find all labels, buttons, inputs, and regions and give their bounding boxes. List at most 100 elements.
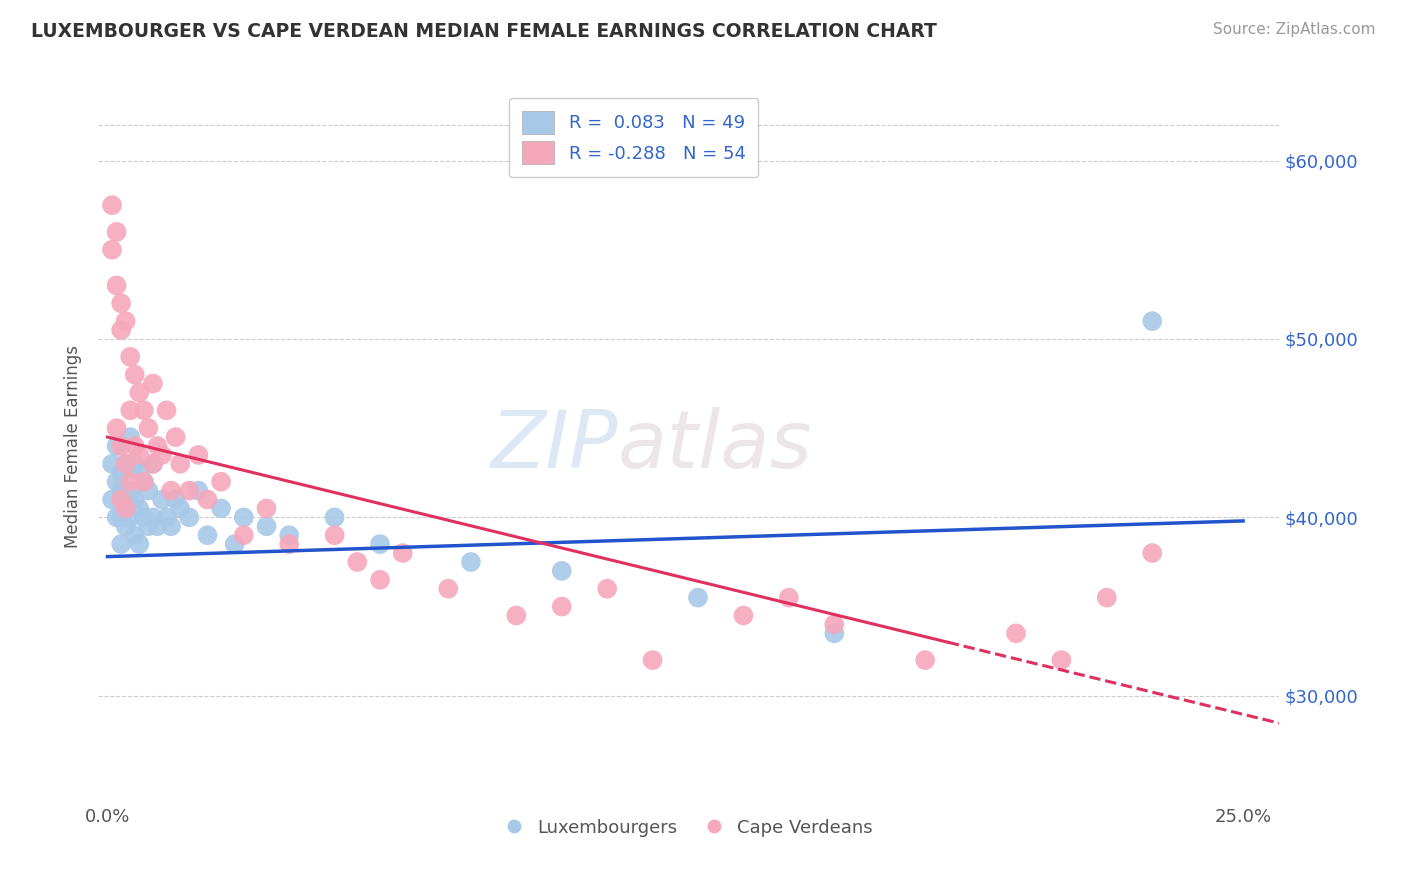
Y-axis label: Median Female Earnings: Median Female Earnings <box>65 344 83 548</box>
Point <box>110 323 132 337</box>
Point <box>1095 591 1118 605</box>
Text: ZIP: ZIP <box>491 407 619 485</box>
Point <box>823 617 845 632</box>
Point <box>437 582 460 596</box>
Point <box>128 501 150 516</box>
Point <box>128 385 150 400</box>
Point <box>124 528 146 542</box>
Point <box>256 519 278 533</box>
Point <box>138 421 160 435</box>
Point <box>128 466 150 480</box>
Point <box>110 466 132 480</box>
Point <box>120 403 142 417</box>
Point <box>232 510 254 524</box>
Point <box>120 475 142 489</box>
Point <box>197 492 219 507</box>
Point <box>150 448 173 462</box>
Point <box>278 528 301 542</box>
Point <box>346 555 368 569</box>
Point <box>1142 314 1164 328</box>
Point <box>101 243 124 257</box>
Point <box>169 457 191 471</box>
Point <box>641 653 664 667</box>
Point <box>224 537 246 551</box>
Point <box>114 457 136 471</box>
Point <box>209 475 232 489</box>
Point <box>105 278 128 293</box>
Point <box>105 510 128 524</box>
Point <box>155 510 177 524</box>
Point <box>132 475 155 489</box>
Point <box>232 528 254 542</box>
Point <box>778 591 800 605</box>
Point <box>179 510 201 524</box>
Text: LUXEMBOURGER VS CAPE VERDEAN MEDIAN FEMALE EARNINGS CORRELATION CHART: LUXEMBOURGER VS CAPE VERDEAN MEDIAN FEMA… <box>31 22 936 41</box>
Point <box>110 510 132 524</box>
Point <box>120 457 142 471</box>
Point <box>128 448 150 462</box>
Point <box>142 510 165 524</box>
Point <box>179 483 201 498</box>
Point <box>124 457 146 471</box>
Point <box>138 519 160 533</box>
Point <box>120 430 142 444</box>
Point <box>132 403 155 417</box>
Point <box>120 510 142 524</box>
Point <box>105 421 128 435</box>
Point <box>124 368 146 382</box>
Point <box>596 582 619 596</box>
Point <box>142 376 165 391</box>
Point <box>323 510 346 524</box>
Text: atlas: atlas <box>619 407 813 485</box>
Point <box>278 537 301 551</box>
Point <box>110 492 132 507</box>
Point <box>132 510 155 524</box>
Point <box>686 591 709 605</box>
Point <box>323 528 346 542</box>
Point <box>391 546 413 560</box>
Point <box>1050 653 1073 667</box>
Point <box>120 350 142 364</box>
Point <box>128 537 150 551</box>
Point <box>823 626 845 640</box>
Point <box>114 457 136 471</box>
Point <box>101 198 124 212</box>
Legend: Luxembourgers, Cape Verdeans: Luxembourgers, Cape Verdeans <box>498 812 880 844</box>
Point <box>160 519 183 533</box>
Point <box>551 599 574 614</box>
Point <box>114 519 136 533</box>
Point <box>505 608 527 623</box>
Point <box>187 448 209 462</box>
Point <box>209 501 232 516</box>
Point <box>150 492 173 507</box>
Point <box>110 296 132 310</box>
Point <box>114 314 136 328</box>
Point <box>101 492 124 507</box>
Point <box>256 501 278 516</box>
Point <box>114 492 136 507</box>
Point <box>120 483 142 498</box>
Point <box>142 457 165 471</box>
Point <box>138 483 160 498</box>
Point <box>187 483 209 498</box>
Point <box>155 403 177 417</box>
Point <box>105 225 128 239</box>
Point <box>110 483 132 498</box>
Point <box>165 492 187 507</box>
Point <box>733 608 755 623</box>
Point <box>146 519 169 533</box>
Point <box>160 483 183 498</box>
Point <box>169 501 191 516</box>
Point <box>368 573 391 587</box>
Point <box>460 555 482 569</box>
Point <box>132 475 155 489</box>
Point <box>105 475 128 489</box>
Point <box>110 537 132 551</box>
Point <box>1005 626 1028 640</box>
Point <box>142 457 165 471</box>
Point <box>368 537 391 551</box>
Point <box>165 430 187 444</box>
Point <box>551 564 574 578</box>
Point <box>914 653 936 667</box>
Point <box>124 492 146 507</box>
